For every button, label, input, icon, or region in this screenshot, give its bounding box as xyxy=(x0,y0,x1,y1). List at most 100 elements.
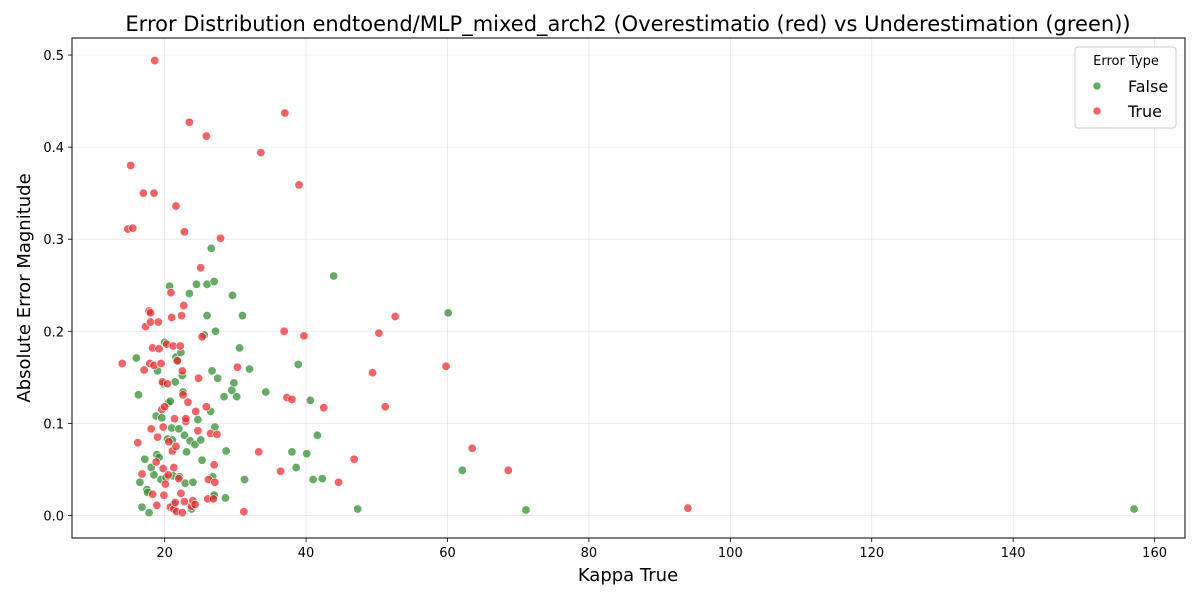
data-points xyxy=(117,56,1139,518)
point-true xyxy=(175,341,185,351)
point-true xyxy=(139,365,149,375)
point-true xyxy=(156,359,166,369)
point-true xyxy=(128,223,138,233)
x-tick-label: 20 xyxy=(156,546,173,561)
point-false xyxy=(184,289,194,299)
point-true xyxy=(164,437,174,447)
point-true xyxy=(170,414,180,424)
point-true xyxy=(171,441,181,451)
point-true xyxy=(683,503,693,513)
point-true xyxy=(163,470,173,480)
point-false xyxy=(174,424,184,434)
point-false xyxy=(244,364,254,374)
point-false xyxy=(140,454,150,464)
point-false xyxy=(149,470,159,480)
point-true xyxy=(177,311,187,321)
legend-label-false: False xyxy=(1128,77,1168,96)
point-true xyxy=(160,479,170,489)
point-true xyxy=(276,466,286,476)
point-false xyxy=(182,447,192,457)
point-false xyxy=(188,477,198,487)
point-true xyxy=(154,344,164,354)
point-true xyxy=(151,457,161,467)
point-true xyxy=(160,402,170,412)
point-false xyxy=(220,493,230,503)
point-false xyxy=(219,392,229,402)
point-true xyxy=(146,424,156,434)
y-tick-label: 0.3 xyxy=(43,233,64,248)
point-true xyxy=(280,108,290,118)
point-false xyxy=(329,271,339,281)
y-tick-label: 0.0 xyxy=(43,509,64,524)
legend-marker-false xyxy=(1092,81,1102,91)
point-true xyxy=(210,477,220,487)
point-false xyxy=(157,413,167,423)
point-false xyxy=(209,277,219,287)
point-true xyxy=(145,308,155,318)
point-false xyxy=(179,430,189,440)
point-true xyxy=(503,465,513,475)
point-true xyxy=(215,233,225,243)
point-true xyxy=(158,463,168,473)
point-false xyxy=(206,243,216,253)
point-false xyxy=(353,504,363,514)
point-false xyxy=(133,390,143,400)
point-true xyxy=(201,131,211,141)
point-true xyxy=(166,288,176,298)
point-false xyxy=(240,475,250,485)
point-false xyxy=(144,508,154,518)
y-axis-label: Absolute Error Magnitude xyxy=(14,173,35,402)
point-false xyxy=(207,366,217,376)
point-true xyxy=(159,490,169,500)
point-false xyxy=(221,446,231,456)
point-true xyxy=(294,180,304,190)
point-false xyxy=(131,353,141,363)
point-false xyxy=(196,435,206,445)
legend-title: Error Type xyxy=(1093,54,1159,69)
point-false xyxy=(232,392,242,402)
point-false xyxy=(1129,504,1139,514)
point-true xyxy=(349,454,359,464)
point-true xyxy=(117,359,127,369)
point-true xyxy=(153,432,163,442)
point-true xyxy=(441,361,451,371)
point-true xyxy=(149,188,159,198)
point-true xyxy=(193,426,203,436)
point-true xyxy=(138,188,148,198)
point-true xyxy=(152,500,162,510)
point-true xyxy=(287,394,297,404)
plot-frame xyxy=(71,37,1186,539)
point-false xyxy=(228,290,238,300)
legend: Error Type False True xyxy=(1074,46,1177,129)
point-true xyxy=(178,390,188,400)
point-false xyxy=(317,474,327,484)
point-false xyxy=(308,475,318,485)
point-false xyxy=(305,395,315,405)
point-true xyxy=(368,368,378,378)
point-false xyxy=(197,455,207,465)
x-tick-label: 120 xyxy=(859,546,884,561)
x-axis-label: Kappa True xyxy=(578,565,678,586)
point-true xyxy=(137,469,147,479)
point-false xyxy=(193,415,203,425)
grid-lines xyxy=(72,38,1185,538)
point-false xyxy=(521,505,531,515)
y-tick-label: 0.2 xyxy=(43,325,64,340)
legend-marker-true xyxy=(1092,106,1102,116)
y-tick-label: 0.1 xyxy=(43,417,64,432)
point-true xyxy=(190,499,200,509)
point-true xyxy=(171,201,181,211)
x-tick-label: 140 xyxy=(1001,546,1026,561)
y-tick-label: 0.5 xyxy=(43,49,64,64)
point-true xyxy=(179,227,189,237)
point-true xyxy=(158,422,168,432)
axis-ticks: 20 40 60 80 100 120 140 160 0.0 0.1 0.2 0.3 0.4 0.5 xyxy=(43,49,1167,561)
point-true xyxy=(197,332,207,342)
point-true xyxy=(181,414,191,424)
point-true xyxy=(150,56,160,66)
point-true xyxy=(126,161,136,171)
point-true xyxy=(239,507,249,517)
point-true xyxy=(334,477,344,487)
point-false xyxy=(443,308,453,318)
